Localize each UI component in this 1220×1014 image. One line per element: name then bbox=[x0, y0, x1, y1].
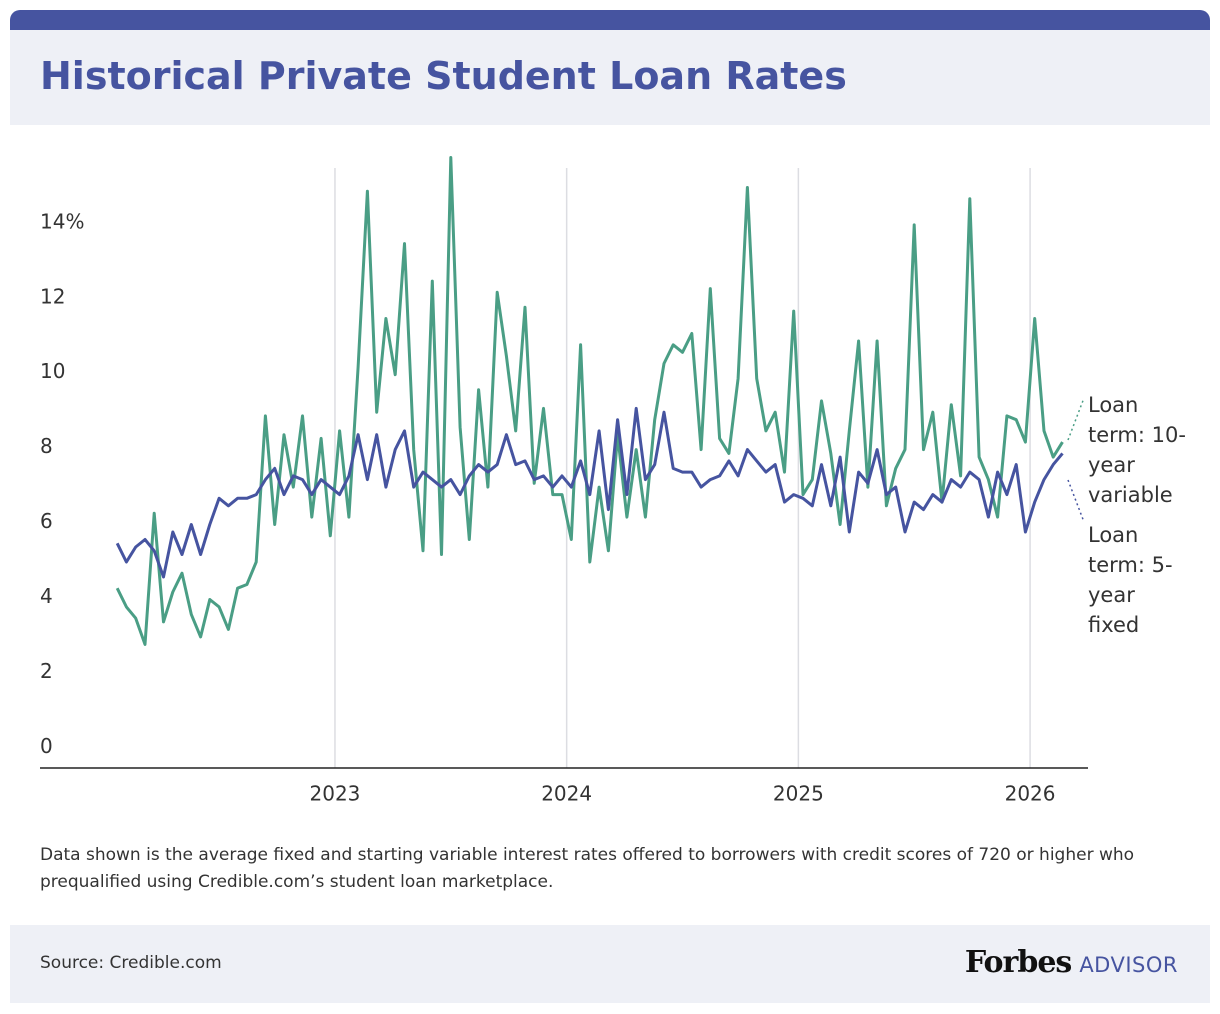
footer: Source: Credible.com Forbes ADVISOR bbox=[10, 925, 1210, 1003]
chart-title: Historical Private Student Loan Rates bbox=[40, 54, 847, 98]
footnote: Data shown is the average fixed and star… bbox=[40, 845, 1135, 892]
y-tick-label: 10 bbox=[40, 359, 65, 383]
x-tick-label: 2024 bbox=[541, 782, 592, 806]
series-label: Loan term: 10-year variable bbox=[1088, 393, 1186, 507]
y-tick-label: 0 bbox=[40, 734, 53, 758]
y-tick-label: 14% bbox=[40, 209, 84, 233]
brand-suffix: ADVISOR bbox=[1079, 953, 1178, 977]
brand-logo: Forbes ADVISOR bbox=[965, 945, 1178, 980]
x-tick-label: 2023 bbox=[310, 782, 361, 806]
y-tick-label: 8 bbox=[40, 434, 53, 458]
brand-name: Forbes bbox=[964, 945, 1072, 980]
data-line bbox=[115, 406, 1064, 579]
header: Historical Private Student Loan Rates bbox=[10, 10, 1210, 125]
y-tick-label: 6 bbox=[40, 509, 53, 533]
x-tick-label: 2025 bbox=[773, 782, 824, 806]
y-tick-label: 4 bbox=[40, 584, 53, 608]
y-tick-label: 2 bbox=[40, 659, 53, 683]
data-line bbox=[115, 156, 1064, 646]
y-tick-label: 12 bbox=[40, 284, 65, 308]
label-connector bbox=[1067, 479, 1085, 523]
chart: 2023 2024 2025 2026 0 2 4 6 8 10 12 14% bbox=[40, 156, 1088, 806]
x-tick-label: 2026 bbox=[1005, 782, 1056, 806]
series-label: Loan term: 5-year fixed bbox=[1088, 523, 1173, 637]
label-connector bbox=[1067, 397, 1085, 441]
source: Source: Credible.com bbox=[40, 953, 222, 973]
